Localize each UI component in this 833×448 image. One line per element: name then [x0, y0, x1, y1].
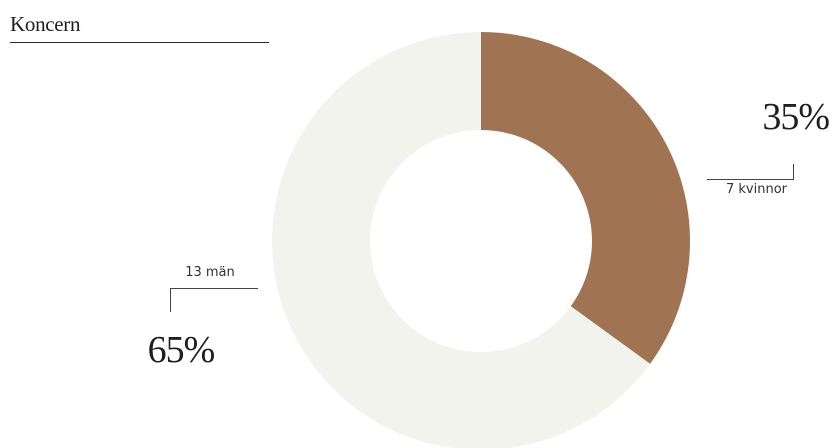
donut-slices — [272, 32, 690, 448]
donut-slice-män — [272, 32, 651, 448]
title-underline — [10, 42, 269, 43]
men-percent-label: 65% — [148, 329, 215, 371]
chart-title: Koncern — [10, 12, 81, 36]
donut-slice-kvinnor — [481, 32, 690, 364]
men-leader-line — [170, 288, 258, 312]
women-count-label: 7 kvinnor — [726, 182, 788, 197]
men-count-label: 13 män — [185, 265, 235, 280]
women-percent-label: 35% — [762, 96, 829, 138]
women-leader-line — [707, 164, 794, 180]
